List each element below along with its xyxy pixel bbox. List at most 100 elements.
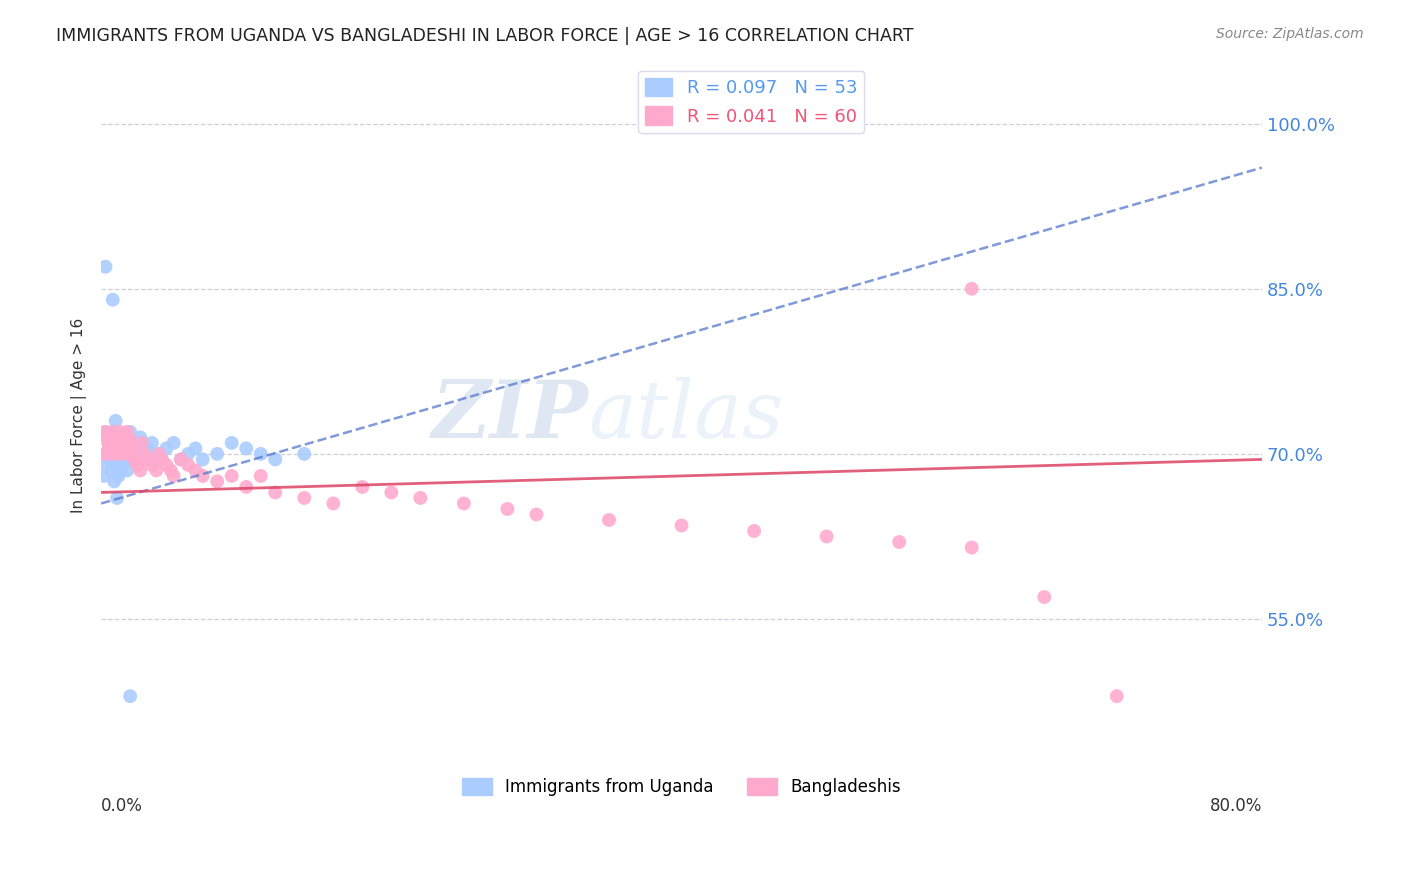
- Point: [163, 436, 186, 450]
- Point: [184, 442, 207, 456]
- Point: [100, 430, 122, 444]
- Point: [127, 447, 149, 461]
- Point: [453, 496, 475, 510]
- Y-axis label: In Labor Force | Age > 16: In Labor Force | Age > 16: [72, 318, 87, 513]
- Point: [97, 447, 120, 461]
- Point: [121, 452, 143, 467]
- Point: [103, 475, 125, 489]
- Point: [170, 452, 193, 467]
- Point: [117, 463, 139, 477]
- Point: [122, 442, 145, 456]
- Point: [114, 447, 136, 461]
- Point: [118, 430, 141, 444]
- Point: [960, 541, 983, 555]
- Point: [124, 436, 146, 450]
- Point: [221, 436, 243, 450]
- Point: [127, 458, 149, 472]
- Point: [742, 524, 765, 538]
- Point: [155, 458, 177, 472]
- Point: [526, 508, 548, 522]
- Point: [136, 442, 159, 456]
- Point: [94, 260, 117, 274]
- Point: [101, 447, 124, 461]
- Point: [107, 469, 129, 483]
- Point: [100, 463, 122, 477]
- Point: [352, 480, 374, 494]
- Point: [249, 469, 271, 483]
- Point: [96, 430, 118, 444]
- Point: [292, 447, 315, 461]
- Point: [235, 480, 257, 494]
- Point: [815, 529, 838, 543]
- Point: [117, 425, 139, 439]
- Point: [380, 485, 402, 500]
- Point: [141, 458, 163, 472]
- Point: [148, 447, 170, 461]
- Point: [111, 436, 134, 450]
- Point: [145, 463, 167, 477]
- Point: [496, 502, 519, 516]
- Text: Source: ZipAtlas.com: Source: ZipAtlas.com: [1216, 27, 1364, 41]
- Point: [93, 447, 115, 461]
- Point: [98, 442, 121, 456]
- Legend: R = 0.097   N = 53, R = 0.041   N = 60: R = 0.097 N = 53, R = 0.041 N = 60: [638, 70, 865, 133]
- Point: [121, 442, 143, 456]
- Point: [98, 452, 121, 467]
- Point: [114, 447, 136, 461]
- Point: [598, 513, 620, 527]
- Point: [129, 463, 152, 477]
- Point: [145, 452, 167, 467]
- Point: [122, 447, 145, 461]
- Point: [104, 414, 127, 428]
- Point: [101, 425, 124, 439]
- Point: [129, 430, 152, 444]
- Point: [221, 469, 243, 483]
- Point: [191, 452, 214, 467]
- Point: [1033, 590, 1056, 604]
- Point: [148, 447, 170, 461]
- Text: ZIP: ZIP: [432, 376, 589, 454]
- Point: [103, 430, 125, 444]
- Point: [177, 458, 200, 472]
- Point: [163, 469, 186, 483]
- Point: [120, 436, 142, 450]
- Point: [170, 452, 193, 467]
- Point: [108, 430, 131, 444]
- Point: [150, 452, 173, 467]
- Point: [889, 535, 911, 549]
- Point: [235, 442, 257, 456]
- Point: [671, 518, 693, 533]
- Text: 80.0%: 80.0%: [1209, 797, 1263, 815]
- Point: [249, 447, 271, 461]
- Point: [110, 463, 132, 477]
- Point: [322, 496, 344, 510]
- Point: [177, 447, 200, 461]
- Point: [108, 425, 131, 439]
- Point: [110, 430, 132, 444]
- Point: [93, 469, 115, 483]
- Point: [131, 436, 153, 450]
- Point: [105, 442, 128, 456]
- Point: [112, 452, 135, 467]
- Point: [110, 447, 132, 461]
- Point: [205, 447, 228, 461]
- Point: [134, 447, 156, 461]
- Point: [101, 425, 124, 439]
- Point: [108, 452, 131, 467]
- Point: [205, 475, 228, 489]
- Point: [105, 491, 128, 505]
- Point: [960, 282, 983, 296]
- Point: [134, 447, 156, 461]
- Point: [120, 425, 142, 439]
- Point: [136, 452, 159, 467]
- Point: [94, 425, 117, 439]
- Point: [191, 469, 214, 483]
- Point: [159, 463, 181, 477]
- Point: [111, 436, 134, 450]
- Text: 0.0%: 0.0%: [101, 797, 143, 815]
- Point: [96, 458, 118, 472]
- Point: [264, 452, 287, 467]
- Point: [155, 442, 177, 456]
- Point: [104, 436, 127, 450]
- Point: [264, 485, 287, 500]
